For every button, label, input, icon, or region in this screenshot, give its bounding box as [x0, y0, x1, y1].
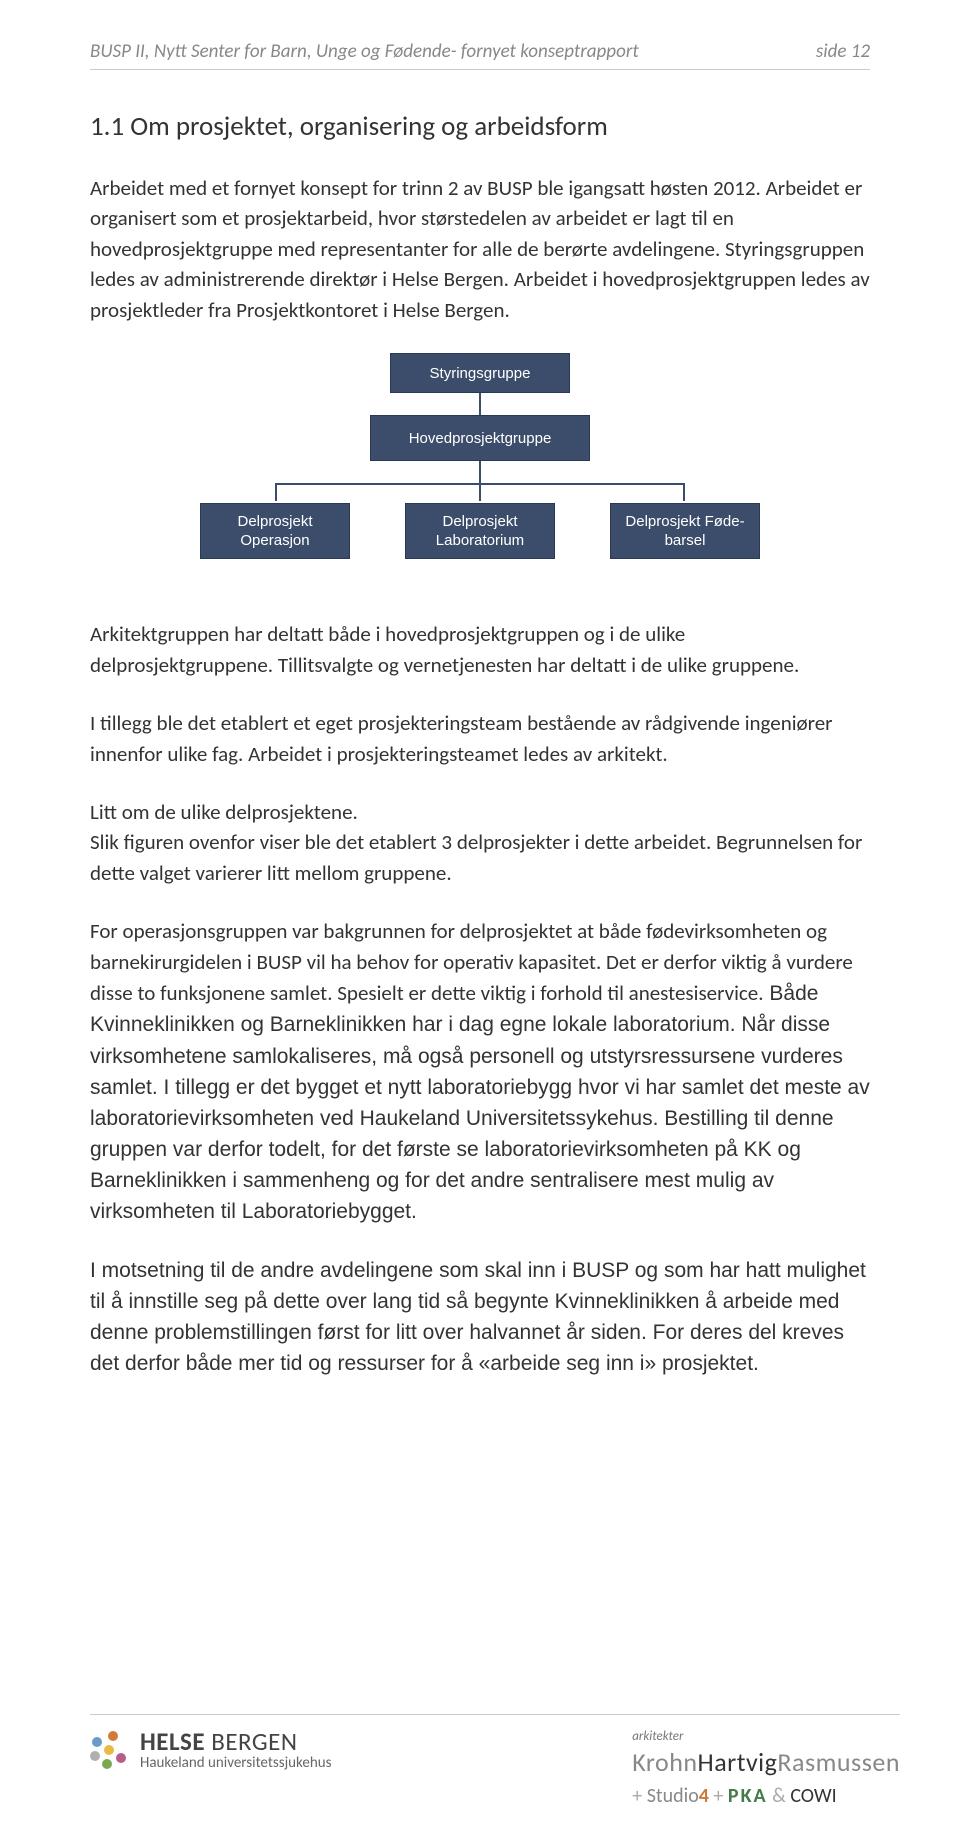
paragraph-5: For operasjonsgruppen var bakgrunnen for…	[90, 916, 870, 1227]
arkitekter-label: arkitekter	[632, 1729, 900, 1744]
khr-2: Hartvig	[698, 1746, 778, 1778]
org-connector	[275, 483, 277, 501]
khr-3: Rasmussen	[777, 1746, 900, 1778]
footer-right: arkitekter KrohnHartvigRasmussen + Studi…	[632, 1729, 900, 1808]
page-header: BUSP II, Nytt Senter for Barn, Unge og F…	[90, 40, 870, 70]
helse-bergen-subtitle: Haukeland universitetssjukehus	[140, 1756, 331, 1771]
org-connector	[683, 483, 685, 501]
paragraph-4: Litt om de ulike delprosjektene. Slik fi…	[90, 797, 870, 888]
org-node-left: Delprosjekt Operasjon	[200, 503, 350, 559]
org-hbar	[275, 483, 685, 485]
pka-text: PKA	[728, 1784, 768, 1808]
paragraph-1: Arbeidet med et fornyet konsept for trin…	[90, 173, 870, 325]
page-footer: HELSE BERGEN Haukeland universitetssjuke…	[90, 1714, 900, 1808]
org-node-top: Styringsgruppe	[390, 353, 570, 393]
studio-4: 4	[699, 1784, 709, 1808]
org-connector	[479, 461, 481, 483]
paragraph-4a: Litt om de ulike delprosjektene.	[90, 799, 358, 825]
paragraph-5b: Både Kvinneklinikken og Barneklinikken h…	[90, 982, 870, 1223]
paragraph-6: I motsetning til de andre avdelingene so…	[90, 1255, 870, 1379]
header-title: BUSP II, Nytt Senter for Barn, Unge og F…	[90, 40, 639, 63]
paragraph-3: I tillegg ble det etablert et eget prosj…	[90, 708, 870, 769]
paragraph-4b: Slik figuren ovenfor viser ble det etabl…	[90, 829, 862, 885]
org-node-mid: Hovedprosjektgruppe	[370, 415, 590, 461]
plus-1: +	[632, 1784, 646, 1808]
org-node-center: Delprosjekt Laboratorium	[405, 503, 555, 559]
section-title: 1.1 Om prosjektet, organisering og arbei…	[90, 110, 870, 143]
footer-left-logo: HELSE BERGEN Haukeland universitetssjuke…	[90, 1729, 331, 1773]
helse-bergen-dots-icon	[90, 1729, 130, 1773]
org-chart: Styringsgruppe Hovedprosjektgruppe Delpr…	[200, 353, 760, 559]
org-node-right: Delprosjekt Føde-barsel	[610, 503, 760, 559]
helse-bergen-text: HELSE BERGEN Haukeland universitetssjuke…	[140, 1729, 331, 1771]
paragraph-5a: For operasjonsgruppen var bakgrunnen for…	[90, 918, 853, 1006]
plus-2: +	[709, 1784, 728, 1808]
amp-text: &	[768, 1784, 791, 1808]
org-connector	[479, 393, 481, 415]
studio-text: Studio	[647, 1784, 699, 1808]
khr-1: Krohn	[632, 1746, 697, 1778]
org-connector	[479, 483, 481, 501]
paragraph-2: Arkitektgruppen har deltatt både i hoved…	[90, 619, 870, 680]
cowi-text: COWI	[790, 1784, 836, 1808]
page-number: side 12	[816, 40, 870, 63]
helse-bergen-name: HELSE BERGEN	[140, 1729, 331, 1754]
khr-logo: KrohnHartvigRasmussen	[632, 1746, 900, 1778]
footer-partners: + Studio4 + PKA & COWI	[632, 1784, 900, 1808]
helse-norm: BERGEN	[205, 1726, 297, 1757]
helse-bold: HELSE	[140, 1726, 205, 1757]
